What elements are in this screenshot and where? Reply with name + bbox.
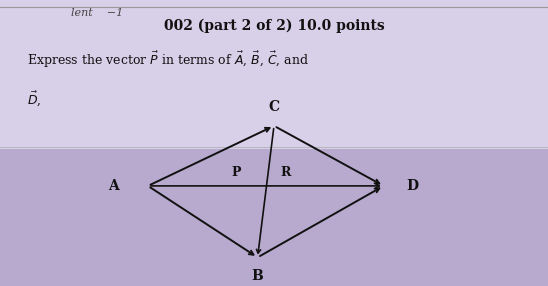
Text: R: R <box>281 166 291 179</box>
Text: D: D <box>407 179 419 193</box>
FancyBboxPatch shape <box>0 0 548 149</box>
Text: $\vec{D}$,: $\vec{D}$, <box>27 89 42 108</box>
Text: B: B <box>252 269 264 283</box>
Text: P: P <box>232 166 241 179</box>
Text: 002 (part 2 of 2) 10.0 points: 002 (part 2 of 2) 10.0 points <box>164 19 384 33</box>
Text: C: C <box>269 100 279 114</box>
Text: Express the vector $\vec{P}$ in terms of $\vec{A}$, $\vec{B}$, $\vec{C}$, and: Express the vector $\vec{P}$ in terms of… <box>27 50 310 70</box>
Text: lent    −1: lent −1 <box>71 8 123 18</box>
Text: A: A <box>109 179 119 193</box>
